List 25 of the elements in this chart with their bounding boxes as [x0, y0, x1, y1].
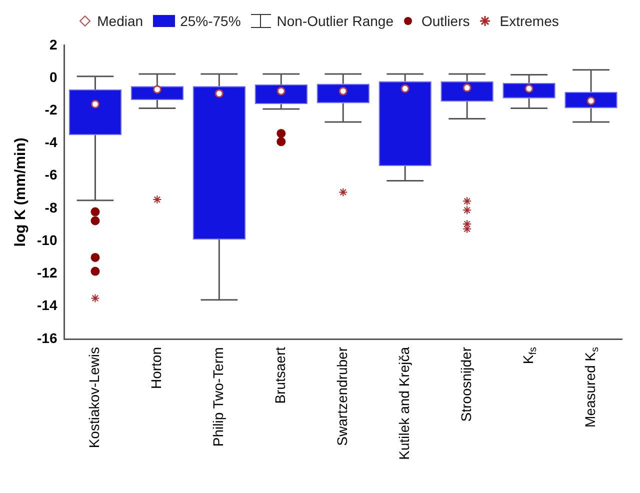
legend-label: Extremes — [500, 13, 559, 29]
y-tick-label: -2 — [44, 102, 58, 118]
text: Median — [97, 13, 144, 29]
x-tick-label: Stroosnijder — [458, 346, 474, 422]
x-tick-label: Kfs — [520, 346, 539, 364]
x-tick-label: Kostiakov-Lewis — [86, 346, 102, 448]
x-tick-label: Horton — [148, 346, 164, 390]
x-tick-label: Brutsaert — [272, 346, 288, 404]
y-tick-label: -12 — [37, 264, 58, 281]
y-tick-label: -6 — [44, 166, 58, 183]
y-tick-label: -4 — [44, 134, 58, 150]
y-tick-label: -8 — [44, 199, 58, 216]
y-tick-label: -14 — [37, 297, 58, 314]
y-tick-label: -16 — [37, 330, 58, 346]
x-tick-label: Kutilek and Krejča — [396, 346, 412, 460]
x-tick-label: Philip Two-Term — [210, 347, 226, 447]
legend-label: Outliers — [422, 13, 470, 29]
y-tick-label: -10 — [37, 232, 58, 248]
y-tick-label: 0 — [49, 68, 58, 85]
x-tick-label: Swartzendruber — [334, 346, 350, 446]
y-tick-label: 2 — [49, 36, 58, 52]
x-tick-label: Measured Ks — [582, 347, 601, 428]
text: Non-Outlier Range — [276, 13, 394, 29]
y-axis-title: log K (mm/min) — [12, 138, 30, 247]
legend-label: 25%-75% — [180, 13, 241, 29]
